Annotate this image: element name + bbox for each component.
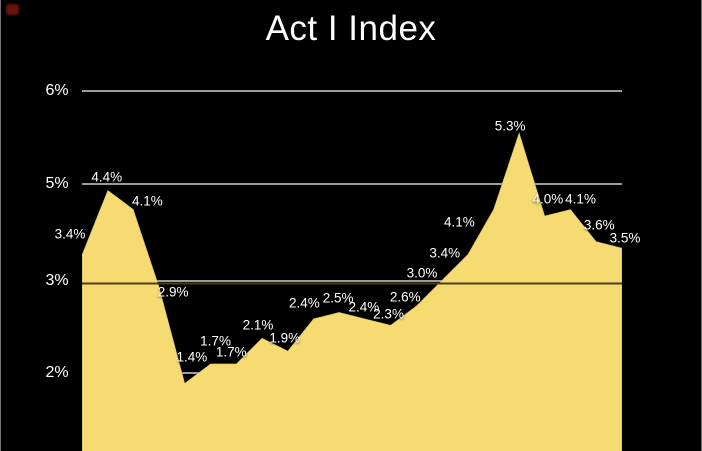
data-label-21: 3.5% — [609, 230, 641, 246]
data-label-2: 4.1% — [132, 193, 163, 209]
data-label-14: 3.0% — [406, 265, 438, 281]
data-label-17: 5.3% — [494, 118, 526, 134]
data-label-5: 1.7% — [200, 333, 231, 349]
data-label-12: 2.3% — [373, 306, 404, 322]
chart-title: Act I Index — [265, 9, 437, 48]
data-label-20: 3.6% — [583, 217, 615, 233]
data-label-0: 3.4% — [54, 226, 86, 242]
data-label-18: 4.0% — [532, 191, 564, 207]
data-label-6: 1.7% — [215, 344, 247, 360]
y-axis-tick-5pct: 5% — [45, 175, 69, 192]
data-label-19: 4.1% — [565, 191, 596, 207]
index-area-series — [81, 130, 623, 451]
red-corner-mark — [6, 4, 19, 15]
left-frame-border — [0, 0, 1, 451]
y-axis-tick-2pct: 2% — [45, 364, 69, 381]
y-axis-tick-3pct: 3% — [45, 272, 69, 289]
data-label-3: 2.9% — [157, 284, 189, 300]
data-label-7: 2.1% — [242, 317, 274, 333]
data-label-11: 2.4% — [348, 299, 380, 315]
data-label-15: 3.4% — [429, 245, 461, 261]
data-label-10: 2.5% — [322, 290, 354, 306]
data-label-8: 1.9% — [269, 330, 301, 346]
data-label-9: 2.4% — [289, 295, 320, 311]
data-label-13: 2.6% — [389, 289, 421, 305]
y-axis-tick-6pct: 6% — [45, 82, 69, 99]
data-label-16: 4.1% — [444, 214, 475, 230]
data-label-4: 1.4% — [176, 349, 208, 365]
data-label-1: 4.4% — [91, 169, 123, 185]
